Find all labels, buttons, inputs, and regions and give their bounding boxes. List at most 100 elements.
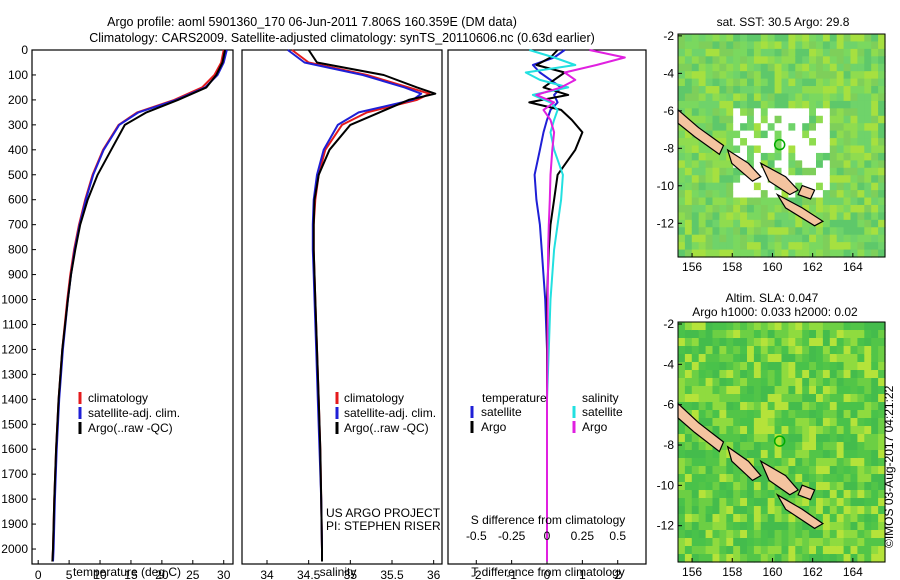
depth-tick-label: 900 bbox=[8, 268, 28, 282]
depth-tick-label: 1800 bbox=[1, 492, 28, 506]
map-x-tick-label: 162 bbox=[803, 565, 823, 579]
top-x-tick-label: -0.5 bbox=[466, 529, 487, 543]
sst-map: 156 158 160 162 164 -2 -4 -6 -8 -10 -12 bbox=[657, 29, 886, 274]
argo-location-marker bbox=[773, 138, 786, 151]
depth-tick-label: 2000 bbox=[1, 542, 28, 556]
temperature-legend: climatology satellite-adj. clim. Argo(..… bbox=[78, 391, 180, 435]
island-outlines bbox=[677, 402, 825, 530]
series-line-s-satellite bbox=[524, 49, 577, 562]
series-line-t-argo bbox=[528, 49, 584, 562]
depth-tick-label: 600 bbox=[8, 193, 28, 207]
difference-top-axis-label: S difference from climatology bbox=[471, 513, 626, 527]
series-line-argo-raw-qc- bbox=[307, 49, 437, 562]
depth-tick-label: 0 bbox=[21, 43, 28, 57]
sla-map-title-line-2: Argo h1000: 0.033 h2000: 0.02 bbox=[692, 305, 858, 319]
difference-legend: temperature salinity satellite Argo sate… bbox=[470, 391, 623, 434]
depth-tick-label: 1400 bbox=[1, 392, 28, 406]
depth-tick-label: 200 bbox=[8, 93, 28, 107]
legend-label: Argo(..raw -QC) bbox=[344, 421, 429, 435]
argo-location-marker bbox=[773, 435, 786, 447]
map-field bbox=[678, 34, 886, 258]
sst-map-title: sat. SST: 30.5 Argo: 29.8 bbox=[717, 15, 850, 29]
x-tick-label: 0 bbox=[35, 568, 42, 580]
map-y-tick-label: -8 bbox=[663, 141, 674, 155]
island bbox=[775, 193, 825, 227]
map-frame bbox=[677, 321, 886, 563]
legend-label: satellite bbox=[582, 405, 623, 419]
island bbox=[797, 484, 816, 501]
series-line-t-satellite bbox=[531, 49, 566, 562]
legend-label: satellite bbox=[481, 405, 522, 419]
top-x-tick-label: 0 bbox=[544, 529, 551, 543]
temperature-axis-label: temperature (deg C) bbox=[73, 565, 181, 579]
legend-title-salinity: salinity bbox=[582, 391, 619, 405]
depth-tick-label: 300 bbox=[8, 118, 28, 132]
legend-label: climatology bbox=[88, 391, 148, 405]
x-tick-label: 15 bbox=[124, 568, 138, 580]
map-y-tick-label: -12 bbox=[657, 519, 675, 533]
salinity-legend: climatology satellite-adj. clim. Argo(..… bbox=[335, 391, 436, 435]
map-frame bbox=[677, 33, 886, 258]
x-tick-label: 36 bbox=[427, 568, 441, 580]
island bbox=[759, 161, 800, 196]
map-y-tick-label: -12 bbox=[657, 216, 675, 230]
legend-label: satellite-adj. clim. bbox=[88, 406, 180, 420]
map-x-tick-label: 160 bbox=[762, 260, 782, 274]
island bbox=[797, 184, 816, 200]
salinity-axis-label: salinity bbox=[320, 565, 357, 579]
depth-tick-label: 1100 bbox=[2, 317, 28, 331]
difference-plot: -2 -1 0 1 2 -0.5 -0.25 0 0.25 0.5 bbox=[466, 49, 626, 580]
top-x-tick-label: 0.5 bbox=[609, 529, 626, 543]
depth-tick-label: 1000 bbox=[1, 293, 28, 307]
x-tick-label: 20 bbox=[155, 568, 169, 580]
map-y-tick-label: -8 bbox=[663, 438, 674, 452]
x-tick-label: 34 bbox=[260, 568, 274, 580]
island bbox=[726, 148, 762, 182]
map-y-tick-label: -2 bbox=[663, 317, 674, 331]
series-line-s-argo bbox=[535, 49, 626, 562]
legend-label: Argo bbox=[582, 420, 608, 434]
legend-label: satellite-adj. clim. bbox=[344, 406, 436, 420]
temperature-panel bbox=[31, 49, 234, 565]
depth-tick-label: 1500 bbox=[1, 417, 28, 431]
depth-tick-label: 800 bbox=[8, 243, 28, 257]
x-tick-label: 1 bbox=[579, 568, 586, 580]
x-tick-label: 34.5 bbox=[297, 568, 321, 580]
map-x-tick-label: 158 bbox=[722, 565, 742, 579]
depth-tick-label: 1600 bbox=[1, 442, 28, 456]
map-x-tick-label: 160 bbox=[762, 565, 782, 579]
depth-tick-label: 100 bbox=[8, 68, 28, 82]
x-tick-label: 0 bbox=[544, 568, 551, 580]
map-field bbox=[678, 322, 886, 563]
difference-axis-label: T difference from climatology bbox=[471, 565, 625, 579]
salinity-plot: 34 34.5 35 35.5 36 bbox=[260, 49, 441, 580]
island bbox=[759, 459, 800, 496]
x-tick-label: 25 bbox=[186, 568, 200, 580]
series-line-satellite-adj-clim- bbox=[287, 49, 423, 562]
x-tick-label: 2 bbox=[614, 568, 621, 580]
depth-tick-label: 700 bbox=[8, 218, 28, 232]
map-y-tick-label: -6 bbox=[663, 104, 674, 118]
legend-label: Argo(..raw -QC) bbox=[88, 421, 173, 435]
title-line-1: Argo profile: aoml 5901360_170 06-Jun-20… bbox=[107, 15, 517, 29]
map-x-tick-label: 164 bbox=[843, 565, 863, 579]
depth-tick-label: 1200 bbox=[1, 342, 28, 356]
map-y-tick-label: -4 bbox=[663, 66, 674, 80]
x-tick-label: 10 bbox=[93, 568, 107, 580]
legend-label: climatology bbox=[344, 391, 404, 405]
x-tick-label: 30 bbox=[217, 568, 231, 580]
x-tick-label: 5 bbox=[66, 568, 73, 580]
temperature-plot: 0 5 10 15 20 25 30 bbox=[35, 49, 231, 580]
x-tick-label: -2 bbox=[471, 568, 482, 580]
top-x-tick-label: 0.25 bbox=[571, 529, 595, 543]
sla-map: 156 158 160 162 164 -2 -4 -6 -8 -10 -12 bbox=[657, 317, 886, 579]
map-y-tick-label: -2 bbox=[663, 29, 674, 43]
legend-title-temperature: temperature bbox=[482, 391, 547, 405]
map-x-tick-label: 156 bbox=[682, 565, 702, 579]
sla-map-title-line-1: Altim. SLA: 0.047 bbox=[726, 291, 819, 305]
map-x-tick-label: 162 bbox=[803, 260, 823, 274]
island bbox=[726, 445, 762, 482]
map-x-tick-label: 164 bbox=[843, 260, 863, 274]
series-line-climatology bbox=[291, 49, 431, 562]
map-y-tick-label: -6 bbox=[663, 398, 674, 412]
